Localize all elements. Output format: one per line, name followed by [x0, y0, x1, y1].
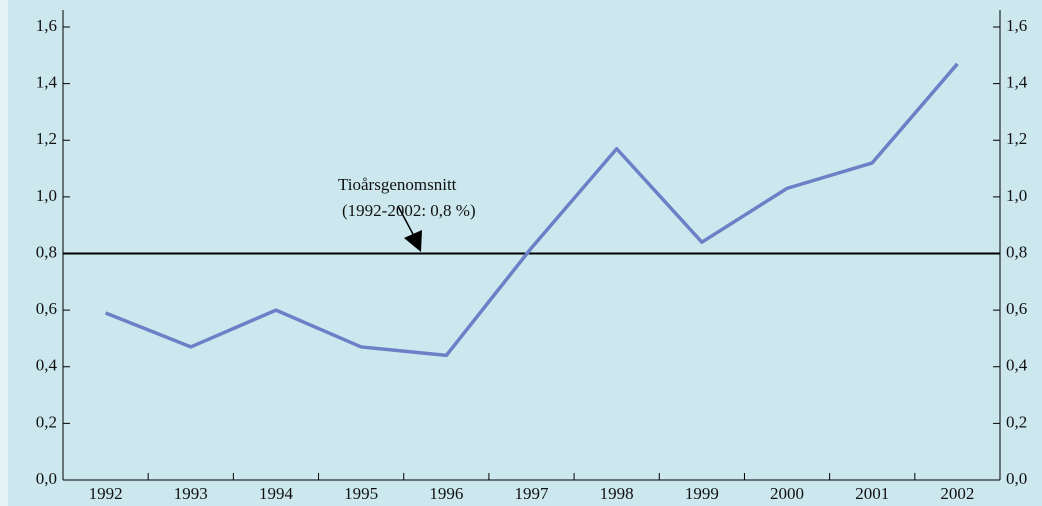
- x-tick-label: 1994: [259, 484, 294, 503]
- y2-tick-label: 0,8: [1006, 242, 1027, 261]
- y-tick-label: 0,4: [36, 356, 58, 375]
- arrow-head: [404, 230, 422, 252]
- x-tick-label: 2002: [940, 484, 974, 503]
- x-tick-label: 1996: [429, 484, 463, 503]
- y-tick-label: 1,6: [36, 16, 57, 35]
- y2-tick-label: 0,4: [1006, 356, 1028, 375]
- y-tick-label: 1,4: [36, 73, 58, 92]
- y-tick-label: 0,0: [36, 469, 57, 488]
- x-tick-label: 1997: [515, 484, 550, 503]
- y2-tick-label: 0,2: [1006, 412, 1027, 431]
- x-tick-label: 2001: [855, 484, 889, 503]
- annotation: Tioårsgenomsnitt: [338, 175, 457, 194]
- y2-tick-label: 1,6: [1006, 16, 1027, 35]
- y-tick-label: 1,0: [36, 186, 57, 205]
- y2-tick-label: 1,2: [1006, 129, 1027, 148]
- x-tick-label: 2000: [770, 484, 804, 503]
- y-tick-label: 0,6: [36, 299, 57, 318]
- y-tick-label: 0,2: [36, 412, 57, 431]
- annotation: (1992-2002: 0,8 %): [342, 201, 476, 220]
- y2-tick-label: 1,4: [1006, 73, 1028, 92]
- x-tick-label: 1993: [174, 484, 208, 503]
- x-tick-label: 1999: [685, 484, 719, 503]
- x-tick-label: 1992: [89, 484, 123, 503]
- left-strip: [0, 0, 8, 506]
- data-line: [104, 62, 959, 358]
- y2-tick-label: 0,0: [1006, 469, 1027, 488]
- y-tick-label: 1,2: [36, 129, 57, 148]
- annotation-arrow: [397, 205, 415, 237]
- y2-tick-label: 1,0: [1006, 186, 1027, 205]
- x-tick-label: 1995: [344, 484, 378, 503]
- y-tick-label: 0,8: [36, 242, 57, 261]
- y2-tick-label: 0,6: [1006, 299, 1027, 318]
- x-tick-label: 1998: [600, 484, 634, 503]
